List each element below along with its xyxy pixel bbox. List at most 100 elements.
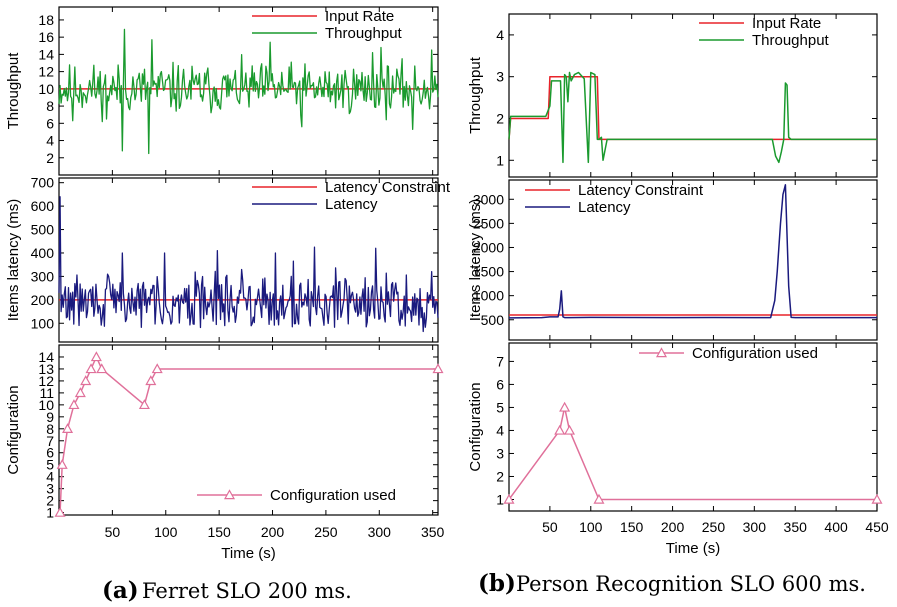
x-axis: 50 100 150 200 250 300 350 400 450 Time (s) <box>542 519 889 557</box>
data-point <box>554 424 566 435</box>
y-axis-label: Items latency (ms) <box>467 199 484 322</box>
y-axis-label: Throughput <box>5 52 22 130</box>
y-tick-label: 12 <box>38 64 54 80</box>
y-tick-label: 2000 <box>473 239 504 255</box>
series-line <box>508 406 877 501</box>
y-tick-label: 5 <box>496 399 504 415</box>
y-tick-label: 1500 <box>473 264 504 280</box>
y-tick-label: 7 <box>496 353 504 369</box>
series-latency <box>509 184 877 319</box>
data-point <box>871 493 883 504</box>
x-tick-label: 300 <box>743 519 767 535</box>
x-tick-label: 250 <box>702 519 726 535</box>
legend-label: Latency Constraint <box>325 179 451 196</box>
y-tick-label: 2500 <box>473 215 504 231</box>
y-tick-label: 3 <box>46 481 54 497</box>
series-configuration-used <box>503 401 883 504</box>
x-tick-label: 350 <box>421 524 445 540</box>
series-throughput <box>508 71 877 164</box>
y-tick-label: 500 <box>31 222 55 238</box>
data-point <box>503 493 515 504</box>
x-axis-label: Time (s) <box>666 540 720 557</box>
y-tick-label: 6 <box>46 115 54 131</box>
x-axis: 50 100 150 200 250 300 350 Time (s) <box>105 524 445 562</box>
y-tick-label: 400 <box>31 245 55 261</box>
y-tick-label: 7 <box>46 433 54 449</box>
y-tick-label: 200 <box>31 292 55 308</box>
y-tick-label: 6 <box>496 376 504 392</box>
x-tick-label: 400 <box>824 519 848 535</box>
y-tick-label: 16 <box>38 29 54 45</box>
y-tick-label: 3000 <box>473 191 504 207</box>
legend-label: Throughput <box>325 25 403 42</box>
data-point <box>56 458 68 469</box>
y-tick-label: 1 <box>496 152 504 168</box>
y-tick-label: 13 <box>38 361 54 377</box>
y-tick-label: 11 <box>39 385 54 401</box>
y-axis-label: Throughput <box>467 56 484 134</box>
data-point <box>80 375 92 386</box>
y-tick-label: 18 <box>38 12 54 28</box>
series-line <box>58 196 439 333</box>
caption-b-tag: (b) <box>478 570 516 597</box>
y-tick-label: 3 <box>496 445 504 461</box>
caption-a-text: Ferret SLO 200 ms. <box>142 579 352 603</box>
x-tick-label: 300 <box>368 524 392 540</box>
y-tick-label: 4 <box>46 469 54 485</box>
caption-a: (a) Ferret SLO 200 ms. <box>102 577 352 604</box>
legend-label: Configuration used <box>270 487 396 504</box>
y-axis-label: Configuration <box>5 385 22 474</box>
data-point <box>432 363 444 374</box>
y-tick-label: 4 <box>496 422 504 438</box>
y-axis-label: Items latency (ms) <box>5 199 22 322</box>
data-point <box>151 363 163 374</box>
data-point <box>62 423 74 434</box>
x-tick-label: 150 <box>207 524 231 540</box>
y-tick-label: 4 <box>46 133 54 149</box>
y-tick-label: 2 <box>496 110 504 126</box>
legend: Configuration used <box>639 345 818 362</box>
x-axis-label: Time (s) <box>221 545 275 562</box>
x-tick-label: 450 <box>865 519 889 535</box>
panel-3: 1234567891011121314ConfigurationConfigur… <box>5 344 444 521</box>
series-line <box>508 71 877 164</box>
y-tick-label: 1 <box>496 491 504 507</box>
y-tick-label: 3 <box>496 69 504 85</box>
x-tick-label: 350 <box>784 519 808 535</box>
legend-label: Input Rate <box>752 15 821 32</box>
y-tick-label: 100 <box>31 315 55 331</box>
legend: Configuration used <box>197 487 396 504</box>
x-tick-label: 250 <box>314 524 338 540</box>
y-tick-label: 6 <box>46 445 54 461</box>
series-latency <box>58 196 439 333</box>
data-point <box>68 399 80 410</box>
legend-marker <box>223 489 236 500</box>
y-tick-label: 9 <box>46 409 54 425</box>
y-tick-label: 1 <box>46 505 54 521</box>
y-axis-label: Configuration <box>467 382 484 471</box>
y-tick-label: 10 <box>38 81 54 97</box>
panel-2: 100 200 300 400 500 600 700 Items latency (ms) L… <box>5 175 451 343</box>
caption-b: (b) Person Recognition SLO 600 ms. <box>478 570 866 597</box>
y-tick-label: 8 <box>46 98 54 114</box>
data-point <box>74 387 86 398</box>
y-tick-label: 14 <box>38 46 54 62</box>
data-point <box>96 363 108 374</box>
y-tick-label: 10 <box>38 397 54 413</box>
series-throughput <box>58 28 439 155</box>
x-tick-label: 100 <box>154 524 178 540</box>
legend-label: Latency <box>325 196 378 213</box>
series-configuration-used <box>54 351 444 517</box>
data-point <box>138 399 150 410</box>
x-tick-label: 200 <box>661 519 685 535</box>
series-line <box>58 28 439 155</box>
y-tick-label: 14 <box>38 349 54 365</box>
y-tick-label: 500 <box>481 312 505 328</box>
legend-label: Configuration used <box>692 345 818 362</box>
caption-a-tag: (a) <box>102 577 139 604</box>
